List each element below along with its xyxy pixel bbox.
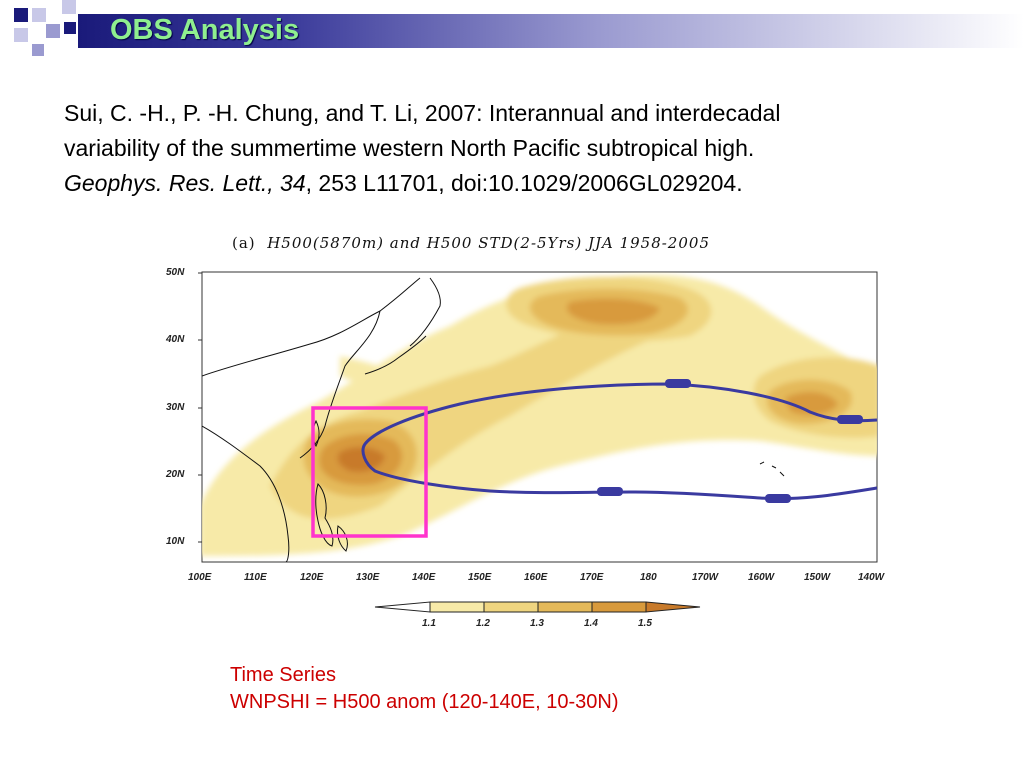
map-title-text: H500(5870m) and H500 STD(2-5Yrs) JJA 195… <box>267 234 710 252</box>
decor-square <box>32 8 46 22</box>
lon-label: 140E <box>412 572 436 583</box>
citation: Sui, C. -H., P. -H. Chung, and T. Li, 20… <box>64 96 984 201</box>
decor-square <box>64 22 76 34</box>
lon-label: 170E <box>580 572 604 583</box>
decor-square <box>46 24 60 38</box>
map-title: (a) H500(5870m) and H500 STD(2-5Yrs) JJA… <box>232 234 710 252</box>
colorbar-label: 1.3 <box>530 618 544 629</box>
citation-line-2: variability of the summertime western No… <box>64 135 755 161</box>
title-bar <box>78 14 1024 48</box>
caption-line-2: WNPSHI = H500 anom (120-140E, 10-30N) <box>230 691 619 713</box>
highlight-box <box>311 406 428 538</box>
citation-rest: , 253 L11701, doi:10.1029/2006GL029204. <box>305 170 743 196</box>
panel-label: (a) <box>232 234 256 252</box>
lon-label: 140W <box>858 572 885 583</box>
lon-label: 150E <box>468 572 492 583</box>
lat-label: 40N <box>166 334 185 345</box>
colorbar-label: 1.2 <box>476 618 490 629</box>
colorbar-label: 1.4 <box>584 618 598 629</box>
lon-label: 160E <box>524 572 548 583</box>
caption: Time Series WNPSHI = H500 anom (120-140E… <box>230 662 619 716</box>
slide-title: OBS Analysis <box>110 14 300 46</box>
lat-label: 10N <box>166 536 185 547</box>
colorbar-label: 1.5 <box>638 618 652 629</box>
lat-label: 20N <box>166 469 185 480</box>
lon-label: 170W <box>692 572 719 583</box>
caption-line-1: Time Series <box>230 664 336 686</box>
coastlines <box>202 277 785 562</box>
lon-label: 150W <box>804 572 831 583</box>
citation-line-3: Geophys. Res. Lett., 34, 253 L11701, doi… <box>64 166 984 201</box>
lon-label: 100E <box>188 572 212 583</box>
contour-5870 <box>361 382 878 501</box>
axis-ticks <box>198 272 202 543</box>
lon-label: 120E <box>300 572 324 583</box>
decor-square <box>14 8 28 22</box>
lon-label: 180 <box>640 572 657 583</box>
decor-square <box>62 0 76 14</box>
lat-label: 30N <box>166 402 185 413</box>
lon-label: 110E <box>244 572 267 583</box>
colorbar <box>374 601 701 613</box>
contour-labels <box>597 379 863 503</box>
map-svg <box>198 271 878 613</box>
citation-line-1: Sui, C. -H., P. -H. Chung, and T. Li, 20… <box>64 100 781 126</box>
lon-label: 130E <box>356 572 380 583</box>
citation-journal: Geophys. Res. Lett., 34 <box>64 170 306 196</box>
map-figure: (a) H500(5870m) and H500 STD(2-5Yrs) JJA… <box>160 226 900 636</box>
decor-square <box>14 28 28 42</box>
lat-label: 50N <box>166 267 185 278</box>
lon-label: 160W <box>748 572 775 583</box>
decor-square <box>32 44 44 56</box>
colorbar-label: 1.1 <box>422 618 436 629</box>
